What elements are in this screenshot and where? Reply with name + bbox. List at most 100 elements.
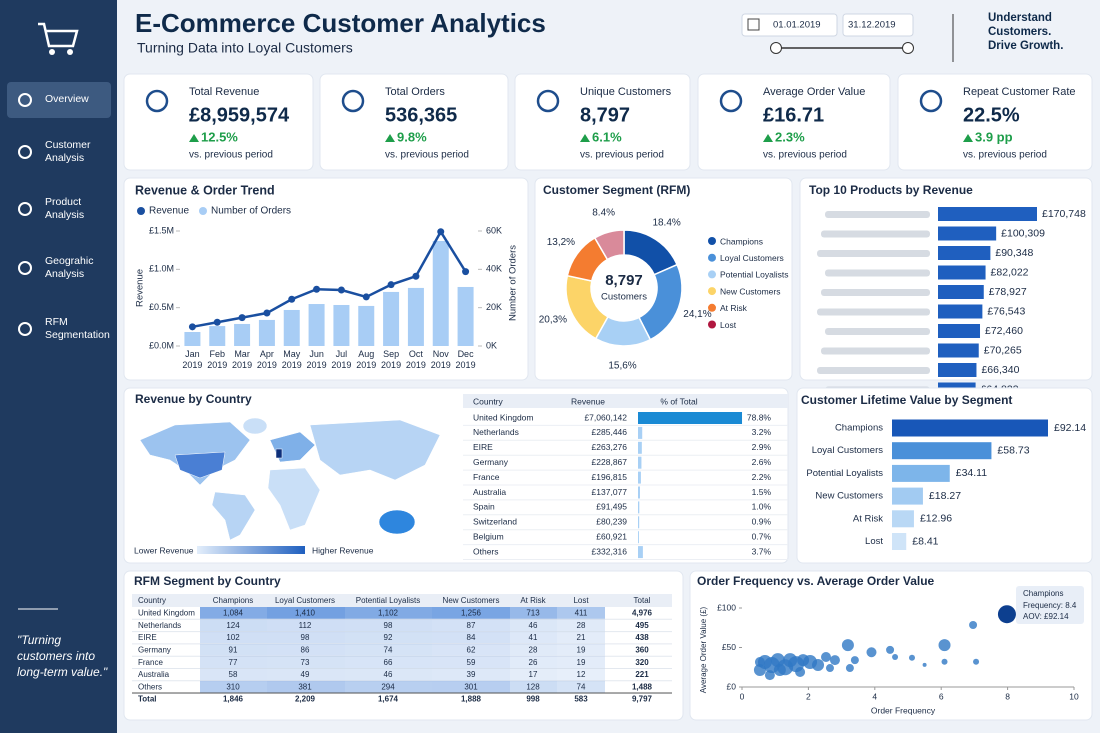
share-bar xyxy=(638,531,639,544)
nav-item[interactable]: Geograhic Analysis xyxy=(45,255,94,280)
kpi-value: 22.5% xyxy=(963,104,1020,126)
cell: Netherlands xyxy=(138,621,181,630)
cell: 2,209 xyxy=(295,695,316,704)
column-header: Champions xyxy=(213,596,253,605)
slider-handle[interactable] xyxy=(902,42,914,54)
sidebar xyxy=(0,0,117,733)
bar-label: New Customers xyxy=(815,491,883,502)
x-tick-label: Mar 2019 xyxy=(232,349,253,370)
x-tick-label: Aug 2019 xyxy=(356,349,377,370)
bar xyxy=(938,265,986,280)
x-tick-label: 4 xyxy=(872,691,877,701)
date-to-text: 31.12.2019 xyxy=(848,20,896,31)
kpi-label: Total Orders xyxy=(385,86,445,98)
cell: 2.9% xyxy=(752,442,772,452)
cell: 0.7% xyxy=(752,531,772,541)
cell: 98 xyxy=(301,633,310,642)
bar xyxy=(892,464,950,482)
value-label: £70,265 xyxy=(984,344,1022,356)
cell: £137,077 xyxy=(592,487,628,497)
value-label: £8.41 xyxy=(912,535,938,547)
cell: 28 xyxy=(529,646,538,655)
y2-tick-label: 0K xyxy=(486,340,497,350)
cell: France xyxy=(473,472,500,482)
cell: 495 xyxy=(635,621,649,630)
title: E-Commerce Customer Analytics xyxy=(135,8,546,38)
cell: £80,239 xyxy=(596,517,627,527)
bar xyxy=(184,332,201,346)
bubble xyxy=(773,664,786,677)
legend-label: Lower Revenue xyxy=(134,545,194,555)
heat-cell xyxy=(267,680,345,694)
blurred-label xyxy=(817,367,930,374)
x-tick-label: Jan 2019 xyxy=(182,349,203,370)
value-label: £170,748 xyxy=(1042,208,1086,220)
cell: 66 xyxy=(384,658,393,667)
heat-cell xyxy=(510,607,557,620)
nav-item[interactable]: Overview xyxy=(45,93,89,105)
nav-item[interactable]: Product Analysis xyxy=(45,196,85,221)
kpi-icon xyxy=(536,89,560,113)
cell: 583 xyxy=(574,695,588,704)
heat-cell xyxy=(510,643,557,657)
point xyxy=(188,323,196,331)
legend-marker xyxy=(708,253,716,262)
slider-handle[interactable] xyxy=(770,42,782,54)
nav-item[interactable]: RFM Segmentation xyxy=(45,316,110,341)
heat-cell xyxy=(432,668,510,681)
legend-label: Revenue xyxy=(149,206,189,217)
x-axis-label: Order Frequency xyxy=(871,705,936,715)
cell: £7,060,142 xyxy=(584,412,627,422)
cell: 86 xyxy=(301,646,310,655)
cell: 128 xyxy=(526,682,540,691)
date-from[interactable] xyxy=(741,13,838,37)
cell: 12 xyxy=(577,670,586,679)
x-tick-label: Jun 2019 xyxy=(306,349,327,370)
share-bar xyxy=(638,426,643,439)
legend-label: Potential Loyalists xyxy=(720,270,789,280)
cell: 102 xyxy=(226,633,240,642)
bar xyxy=(892,533,907,550)
legend-label: Champions xyxy=(720,236,763,246)
share-bar xyxy=(638,501,640,514)
bar xyxy=(892,510,914,528)
blurred-label xyxy=(817,250,930,257)
kpi-icon xyxy=(341,89,365,113)
share-bar xyxy=(638,546,643,559)
kpi-value: 536,365 xyxy=(385,104,457,126)
heat-cell xyxy=(200,643,267,657)
value-label: £34.11 xyxy=(956,467,987,479)
x-tick-label: 2 xyxy=(806,691,811,701)
x-tick-label: Feb 2019 xyxy=(207,349,228,370)
date-from-text: 01.01.2019 xyxy=(773,20,821,31)
heat-cell xyxy=(345,619,432,632)
bubble xyxy=(812,659,825,672)
cell: 0.9% xyxy=(752,517,772,527)
point xyxy=(462,268,470,276)
y2-axis-label: Number of Orders xyxy=(508,245,519,321)
panel xyxy=(897,73,1093,171)
nav-active[interactable] xyxy=(7,82,111,118)
legend-marker xyxy=(708,237,716,245)
date-to[interactable] xyxy=(842,13,914,37)
bar xyxy=(358,305,375,346)
cell: 294 xyxy=(381,682,395,691)
cell: 1.0% xyxy=(752,502,772,512)
cell: France xyxy=(138,658,163,667)
blurred-label xyxy=(825,269,930,277)
heat-cell xyxy=(267,668,345,681)
slice-label: 13,2% xyxy=(547,237,575,248)
cell: 3.7% xyxy=(752,546,772,556)
nav-item[interactable]: Customer Analysis xyxy=(45,139,91,164)
cell: Australia xyxy=(473,487,506,497)
x-tick-label: 10 xyxy=(1069,691,1079,701)
cell: 310 xyxy=(226,682,240,691)
heat-cell xyxy=(200,631,267,644)
bar xyxy=(383,291,400,346)
heat-cell xyxy=(557,656,605,669)
calendar-icon xyxy=(747,18,760,31)
africa xyxy=(267,467,321,531)
cell: 1,488 xyxy=(632,682,653,691)
asia xyxy=(309,419,441,481)
heat-cell xyxy=(345,643,432,657)
